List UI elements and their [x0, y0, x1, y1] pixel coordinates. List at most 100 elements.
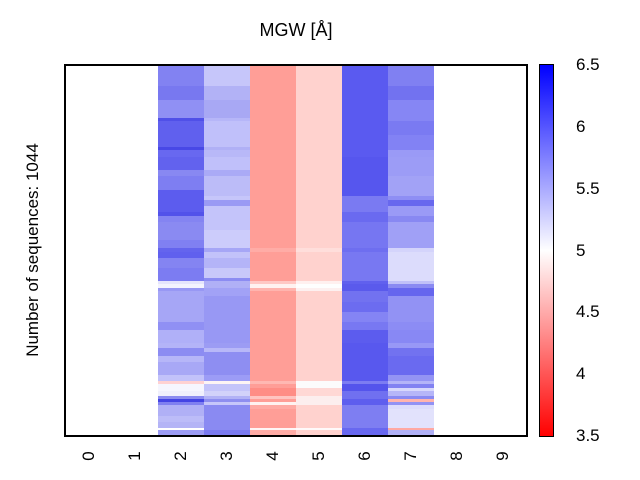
heatmap-row	[158, 118, 434, 121]
heatmap-cell	[342, 216, 388, 222]
heatmap-cell	[388, 268, 434, 278]
heatmap-cell	[342, 352, 388, 356]
heatmap-cell	[250, 268, 296, 278]
heatmap-cell	[158, 121, 204, 135]
heatmap-cell	[204, 348, 250, 352]
heatmap-cell	[250, 296, 296, 302]
heatmap-cell	[342, 384, 388, 388]
heatmap-cell	[250, 212, 296, 216]
heatmap-row	[158, 196, 434, 200]
heatmap-cell	[388, 190, 434, 196]
heatmap-cell	[296, 196, 342, 200]
heatmap-cell	[296, 330, 342, 343]
heatmap-row	[158, 291, 434, 296]
heatmap-cell	[158, 409, 204, 416]
heatmap-cell	[388, 170, 434, 176]
heatmap-row	[158, 278, 434, 281]
heatmap-cell	[296, 343, 342, 348]
heatmap-cell	[250, 399, 296, 402]
heatmap-row	[158, 362, 434, 375]
heatmap-row	[158, 230, 434, 240]
heatmap-cell	[342, 409, 388, 416]
heatmap-cell	[250, 66, 296, 86]
heatmap-cell	[296, 428, 342, 430]
heatmap-cell	[204, 278, 250, 281]
heatmap-cell	[342, 422, 388, 428]
heatmap-cell	[342, 230, 388, 240]
heatmap-cell	[158, 268, 204, 278]
heatmap-cell	[158, 296, 204, 302]
heatmap-cell	[250, 381, 296, 384]
heatmap-row	[158, 150, 434, 157]
heatmap-cell	[342, 291, 388, 296]
heatmap-cell	[250, 288, 296, 291]
heatmap-cell	[250, 343, 296, 348]
heatmap-cell	[342, 212, 388, 216]
heatmap-row	[158, 176, 434, 190]
heatmap-cell	[296, 147, 342, 150]
heatmap-cell	[158, 391, 204, 396]
plot-area	[64, 64, 528, 437]
heatmap-cell	[388, 384, 434, 388]
heatmap-cell	[342, 170, 388, 176]
heatmap-cell	[342, 396, 388, 399]
heatmap-cell	[388, 216, 434, 222]
heatmap-cell	[342, 176, 388, 190]
heatmap-cell	[388, 402, 434, 405]
heatmap-cell	[388, 248, 434, 252]
heatmap-cell	[204, 281, 250, 284]
heatmap-cell	[342, 268, 388, 278]
heatmap-cell	[250, 176, 296, 190]
heatmap-row	[158, 212, 434, 216]
heatmap-cell	[250, 312, 296, 322]
heatmap-cell	[158, 375, 204, 381]
heatmap-cell	[388, 362, 434, 375]
heatmap-row	[158, 200, 434, 206]
heatmap-cell	[204, 212, 250, 216]
heatmap-cell	[388, 381, 434, 384]
heatmap-cell	[296, 222, 342, 230]
heatmap-body	[158, 66, 434, 435]
heatmap-cell	[342, 322, 388, 330]
heatmap-cell	[204, 196, 250, 200]
heatmap-cell	[158, 322, 204, 330]
heatmap-cell	[158, 86, 204, 100]
heatmap-cell	[342, 281, 388, 284]
heatmap-cell	[204, 66, 250, 86]
heatmap-cell	[388, 391, 434, 396]
heatmap-cell	[250, 258, 296, 268]
heatmap-cell	[296, 66, 342, 86]
heatmap-cell	[158, 288, 204, 291]
heatmap-cell	[250, 240, 296, 248]
heatmap-cell	[158, 100, 204, 118]
x-tick-label: 0	[79, 451, 98, 461]
heatmap-cell	[204, 405, 250, 409]
heatmap-cell	[250, 121, 296, 135]
heatmap-row	[158, 121, 434, 135]
heatmap-cell	[158, 118, 204, 121]
heatmap-cell	[296, 121, 342, 135]
heatmap-cell	[204, 147, 250, 150]
colorbar-tick-label: 5	[576, 241, 586, 260]
heatmap-cell	[388, 212, 434, 216]
heatmap-cell	[296, 118, 342, 121]
heatmap-row	[158, 312, 434, 322]
heatmap-cell	[296, 200, 342, 206]
heatmap-cell	[158, 176, 204, 190]
heatmap-cell	[342, 258, 388, 268]
heatmap-cell	[342, 206, 388, 212]
heatmap-cell	[296, 230, 342, 240]
heatmap-cell	[296, 216, 342, 222]
heatmap-cell	[250, 118, 296, 121]
heatmap-cell	[204, 296, 250, 302]
heatmap-cell	[296, 388, 342, 391]
heatmap-cell	[250, 348, 296, 352]
heatmap-cell	[204, 157, 250, 170]
heatmap-cell	[342, 135, 388, 147]
heatmap-cell	[158, 230, 204, 240]
heatmap-cell	[342, 121, 388, 135]
heatmap-row	[158, 422, 434, 428]
heatmap-cell	[250, 396, 296, 399]
heatmap-cell	[204, 402, 250, 405]
heatmap-cell	[204, 384, 250, 388]
